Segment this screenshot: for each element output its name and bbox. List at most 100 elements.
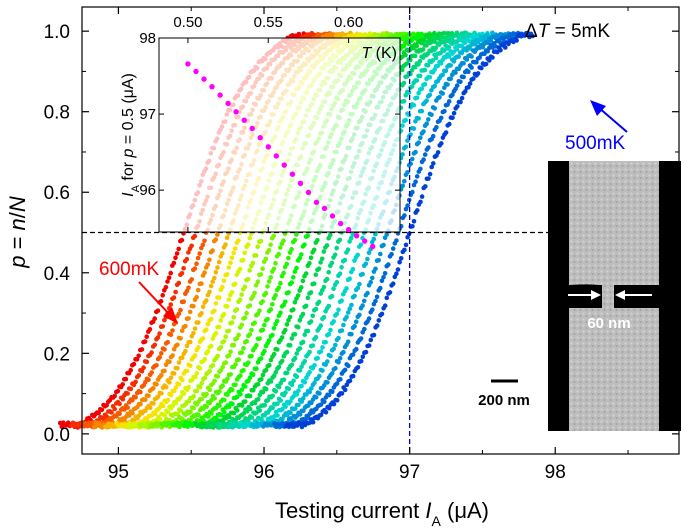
data-point: [509, 34, 514, 40]
data-point: [268, 275, 274, 280]
data-point: [194, 261, 199, 267]
data-point: [437, 95, 442, 100]
data-point: [159, 391, 164, 396]
data-point: [181, 391, 187, 396]
data-point: [394, 271, 399, 277]
data-point: [379, 311, 385, 317]
data-point: [162, 368, 167, 374]
data-point: [252, 290, 257, 296]
data-point: [258, 238, 264, 244]
data-point: [299, 252, 304, 257]
data-point: [104, 402, 109, 408]
data-point: [170, 403, 176, 409]
data-point: [297, 368, 303, 373]
data-point: [241, 345, 246, 351]
data-point: [260, 372, 266, 378]
data-point: [442, 108, 447, 114]
data-point: [362, 326, 367, 332]
data-point: [313, 306, 319, 312]
data-point: [376, 257, 382, 263]
data-point: [349, 331, 354, 337]
data-point: [281, 270, 286, 276]
data-point: [199, 381, 204, 386]
data-point: [179, 355, 185, 361]
data-point: [459, 95, 465, 101]
data-point: [390, 281, 396, 287]
data-point: [384, 295, 390, 301]
data-point: [451, 110, 457, 116]
data-point: [147, 327, 153, 332]
data-point: [125, 391, 130, 396]
data-point: [334, 245, 340, 251]
data-point: [305, 233, 311, 238]
data-point: [360, 354, 366, 360]
x-axis-label-main: Testing current: [275, 498, 425, 523]
data-point: [458, 79, 463, 85]
data-point: [191, 303, 196, 309]
data-point: [329, 260, 335, 266]
data-point: [115, 388, 121, 394]
data-point: [305, 295, 311, 301]
data-point: [186, 250, 191, 255]
data-point: [221, 339, 227, 344]
data-point: [318, 412, 324, 418]
data-point: [152, 342, 158, 348]
data-point: [299, 285, 304, 290]
data-point: [206, 420, 211, 426]
data-point: [394, 238, 399, 243]
inset-data-point: [185, 61, 191, 67]
data-point: [165, 339, 170, 345]
data-point: [134, 357, 140, 362]
data-point: [283, 404, 288, 409]
data-point: [265, 316, 270, 322]
data-point: [139, 368, 145, 374]
data-point: [318, 260, 323, 265]
data-point: [487, 58, 492, 63]
data-point: [337, 237, 343, 243]
data-point: [297, 412, 303, 417]
delta-t-prefix: Δ: [525, 21, 538, 42]
data-point: [175, 342, 180, 348]
data-point: [530, 33, 535, 39]
data-point: [292, 355, 298, 361]
data-point: [432, 83, 438, 89]
data-point: [176, 382, 182, 387]
data-point: [363, 349, 369, 355]
data-point: [329, 294, 335, 299]
data-point: [402, 178, 407, 184]
data-point: [296, 402, 301, 408]
plot-frame: [81, 6, 680, 455]
data-point: [183, 349, 188, 354]
data-point: [207, 289, 212, 295]
data-point: [152, 316, 157, 321]
data-point: [215, 421, 221, 427]
data-point: [271, 233, 277, 239]
data-point: [257, 308, 262, 314]
data-point: [294, 351, 300, 356]
data-point: [233, 382, 238, 388]
data-point: [130, 410, 135, 416]
data-point: [350, 373, 356, 379]
data-point: [341, 349, 346, 355]
data-point: [464, 57, 470, 62]
data-point: [273, 261, 278, 266]
inset-y-axis-rest: = 0.5 (μA): [120, 73, 137, 148]
data-point: [429, 164, 435, 170]
data-point: [189, 243, 194, 249]
data-point: [326, 392, 332, 398]
data-point: [326, 331, 332, 337]
data-point: [347, 276, 353, 282]
data-point: [426, 117, 431, 122]
data-point: [307, 349, 312, 355]
data-point: [333, 365, 338, 371]
data-point: [170, 328, 175, 333]
data-point: [281, 377, 287, 383]
data-point: [302, 379, 308, 385]
data-point: [435, 63, 441, 69]
data-point: [179, 237, 185, 243]
data-point: [320, 345, 325, 350]
data-point: [260, 266, 265, 272]
data-point: [189, 277, 194, 282]
data-point: [271, 326, 277, 331]
data-point: [448, 63, 454, 68]
